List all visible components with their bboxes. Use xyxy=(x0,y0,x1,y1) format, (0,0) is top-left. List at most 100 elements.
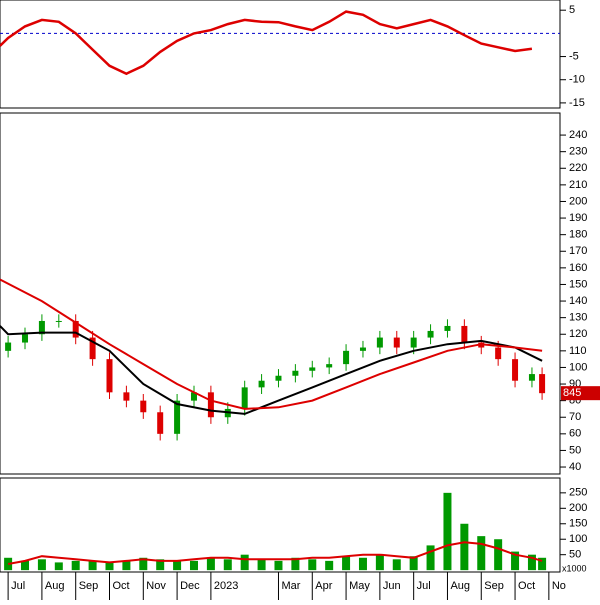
candle-body xyxy=(539,374,546,394)
candle-body xyxy=(258,380,265,388)
price-tag-box xyxy=(561,386,600,401)
y-tick-label: 170 xyxy=(569,245,587,257)
candle-body xyxy=(241,387,248,409)
y-tick-label: 200 xyxy=(569,195,587,207)
y-tick-label: 50 xyxy=(569,444,581,456)
x-tick-label: Jun xyxy=(383,580,401,592)
oscillator-frame xyxy=(0,0,561,109)
x-tick-label: Mar xyxy=(281,580,300,592)
candle-body xyxy=(359,347,366,351)
volume-bar xyxy=(477,536,486,571)
volume-bar xyxy=(223,559,232,571)
x-tick-label: Aug xyxy=(450,580,470,592)
y-tick-label: 160 xyxy=(569,262,587,274)
candle-body xyxy=(123,392,130,401)
candle-body xyxy=(157,412,164,434)
volume-bar xyxy=(71,560,80,571)
y-tick-label: 130 xyxy=(569,312,587,324)
volume-frame xyxy=(0,477,561,573)
x-tick-label: Sep xyxy=(79,580,99,592)
x-tick-label: Dec xyxy=(180,580,200,592)
x-tick-label: May xyxy=(349,580,370,592)
y-tick-label: 150 xyxy=(569,518,587,530)
y-tick-label: -5 xyxy=(569,50,579,62)
volume-bar xyxy=(511,551,520,571)
y-tick-label: 100 xyxy=(569,361,587,373)
volume-bar xyxy=(409,556,418,571)
candle-body xyxy=(55,320,62,322)
volume-bar xyxy=(274,560,283,571)
candle-body xyxy=(512,359,519,381)
volume-unit: x1000 xyxy=(562,563,587,573)
volume-bar xyxy=(54,562,63,571)
volume-bar xyxy=(88,560,97,571)
y-tick-label: 200 xyxy=(569,502,587,514)
volume-bar xyxy=(257,559,266,571)
y-tick-label: -10 xyxy=(569,74,585,86)
candle-body xyxy=(427,330,434,338)
volume-bar xyxy=(342,556,351,571)
y-tick-label: 230 xyxy=(569,146,587,158)
candle-body xyxy=(410,337,417,348)
volume-bar xyxy=(173,560,182,571)
x-tick-label: Apr xyxy=(315,580,332,592)
volume-bar xyxy=(189,560,198,571)
moving-average xyxy=(0,278,543,410)
candle-body xyxy=(190,392,197,401)
x-tick-label: Aug xyxy=(45,580,65,592)
volume-bar xyxy=(308,559,317,571)
y-tick-label: 60 xyxy=(569,428,581,440)
candle-body xyxy=(106,359,113,393)
candle-body xyxy=(22,334,29,343)
candle-body xyxy=(495,347,502,360)
volume-bar xyxy=(156,559,165,571)
candle-body xyxy=(275,375,282,381)
candle-body xyxy=(207,392,214,418)
x-tick-label: Jul xyxy=(11,580,25,592)
volume-bar xyxy=(206,557,215,571)
volume-bar xyxy=(494,539,503,571)
candle-body xyxy=(326,364,333,368)
candle-body xyxy=(38,320,45,335)
volume-bar xyxy=(392,559,401,571)
candle-body xyxy=(174,400,181,434)
volume-bar xyxy=(443,492,452,571)
y-tick-label: 220 xyxy=(569,162,587,174)
candle-body xyxy=(393,337,400,348)
y-tick-label: 190 xyxy=(569,212,587,224)
y-tick-label: 140 xyxy=(569,295,587,307)
volume-average xyxy=(7,541,543,565)
volume-bar xyxy=(37,559,46,571)
y-tick-label: 5 xyxy=(569,4,575,16)
x-tick-label: 2023 xyxy=(214,580,238,592)
volume-bar xyxy=(358,557,367,571)
y-tick-label: 240 xyxy=(569,129,587,141)
volume-bar xyxy=(240,554,249,571)
volume-bar xyxy=(426,545,435,571)
candle-body xyxy=(309,367,316,371)
candle-body xyxy=(376,337,383,348)
candle-body xyxy=(461,325,468,343)
price-tag: 845 xyxy=(563,387,581,399)
x-tick-label: Nov xyxy=(146,580,166,592)
volume-bar xyxy=(538,557,547,571)
y-tick-label: 250 xyxy=(569,487,587,499)
candle-body xyxy=(343,350,350,365)
x-tick-label: Oct xyxy=(112,580,129,592)
candle-body xyxy=(5,342,12,351)
y-tick-label: -15 xyxy=(569,97,585,109)
x-tick-label: Jul xyxy=(417,580,431,592)
y-tick-label: 180 xyxy=(569,229,587,241)
candle-body xyxy=(292,370,299,376)
volume-bar xyxy=(21,560,30,571)
volume-bar xyxy=(105,562,114,571)
candle-body xyxy=(528,374,535,381)
y-tick-label: 40 xyxy=(569,461,581,473)
price-frame xyxy=(0,112,561,475)
volume-bar xyxy=(375,554,384,571)
y-tick-label: 110 xyxy=(569,345,587,357)
y-tick-label: 150 xyxy=(569,278,587,290)
candle-body xyxy=(444,325,451,331)
